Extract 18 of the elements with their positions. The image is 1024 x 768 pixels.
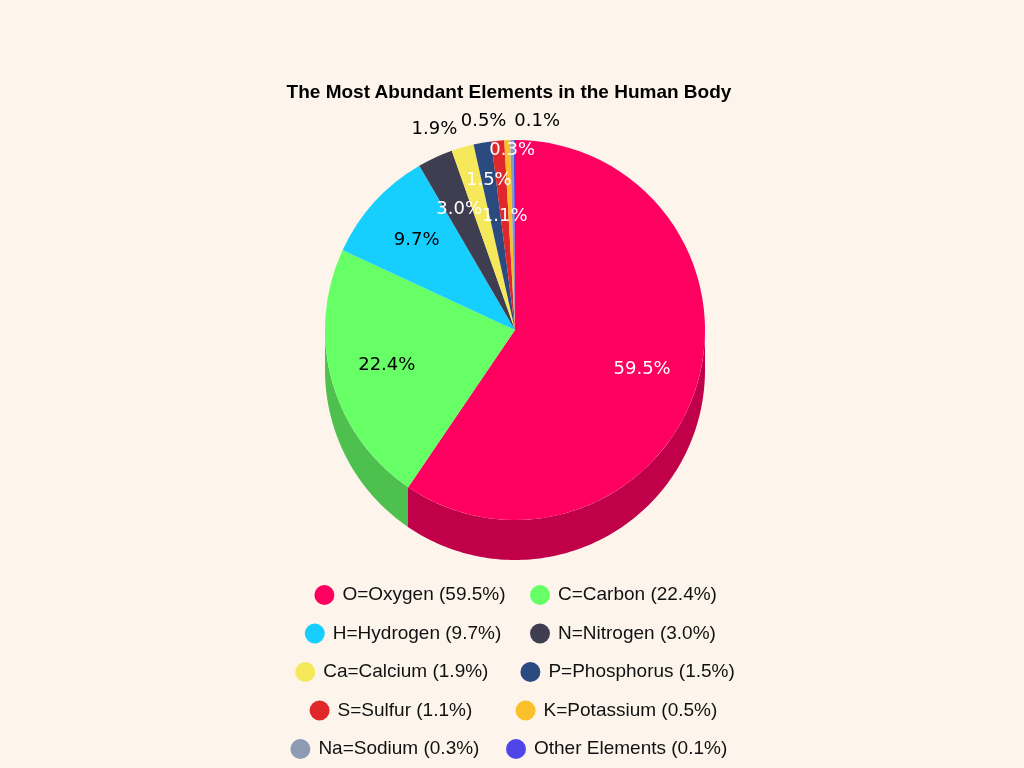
- legend-label: P=Phosphorus (1.5%): [548, 660, 735, 682]
- legend-label: S=Sulfur (1.1%): [337, 698, 473, 720]
- data-label: 1.5%: [466, 168, 512, 190]
- legend-label: C=Carbon (22.4%): [558, 583, 717, 605]
- data-label: 1.9%: [411, 117, 458, 139]
- data-label: 0.1%: [514, 109, 561, 130]
- data-label: 59.5%: [613, 357, 671, 379]
- legend-label: H=Hydrogen (9.7%): [332, 621, 502, 643]
- legend-label: Na=Sodium (0.3%): [318, 737, 480, 759]
- data-label: 9.7%: [393, 228, 440, 250]
- legend-label: N=Nitrogen (3.0%): [558, 621, 716, 643]
- data-label: 0.5%: [460, 109, 507, 131]
- legend-label: K=Potassium (0.5%): [543, 698, 718, 720]
- data-label: 22.4%: [358, 353, 416, 375]
- legend-label: Ca=Calcium (1.9%): [323, 660, 489, 682]
- legend-label: O=Oxygen (59.5%): [342, 583, 506, 605]
- chart-title: The Most Abundant Elements in the Human Body: [286, 81, 732, 102]
- legend-label: Other Elements (0.1%): [534, 737, 728, 759]
